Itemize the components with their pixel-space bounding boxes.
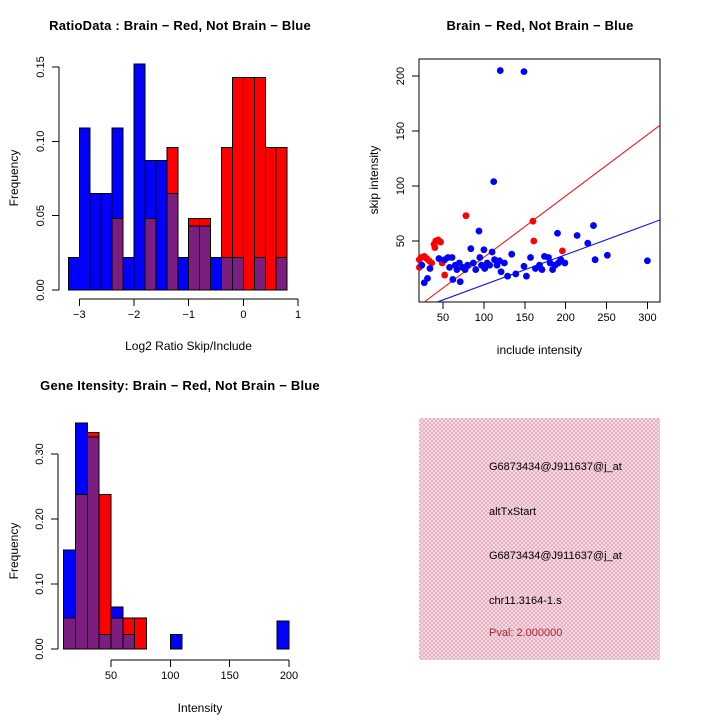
svg-text:100: 100 [475,312,493,324]
svg-text:0.00: 0.00 [35,279,47,300]
intensity-scatter-title: Brain − Red, Not Brain − Blue [446,18,634,33]
panel-gene-intensity-histogram: 0.00 0.10 0.20 0.30 50 100 150 200 Gene Itensit… [0,360,360,720]
intensity-scatter-plot: 50 100 150 200 250 300 50 100 150 200 [395,58,661,324]
svg-text:50: 50 [437,312,449,324]
svg-text:150: 150 [395,122,407,140]
svg-text:0.05: 0.05 [35,205,47,226]
gene-intensity-histogram-title: Gene Itensity: Brain − Red, Not Brain − … [40,378,320,393]
event-type-line: altTxStart [489,506,537,518]
svg-text:0.10: 0.10 [34,573,46,594]
gene-intensity-histogram-plot: 0.00 0.10 0.20 0.30 50 100 150 200 [34,422,298,682]
svg-text:−1: −1 [182,309,195,321]
svg-text:150: 150 [220,670,238,682]
svg-text:100: 100 [395,177,407,195]
svg-text:0.20: 0.20 [34,508,46,529]
pval-line: Pval: 2.000000 [489,627,563,639]
svg-text:0.30: 0.30 [34,443,46,464]
svg-text:0.15: 0.15 [35,56,47,77]
svg-text:0: 0 [240,309,246,321]
svg-text:200: 200 [280,670,298,682]
svg-text:200: 200 [556,312,574,324]
svg-text:−2: −2 [128,309,141,321]
svg-text:250: 250 [597,312,615,324]
ratio-histogram-ylabel: Frequency [7,149,21,207]
svg-text:0.00: 0.00 [34,638,46,659]
ratio-histogram-xlabel: Log2 Ratio Skip/Include [125,339,252,353]
intensity-scatter-xlabel: include intensity [496,343,583,357]
probe-id-line: G6873434@J911637@j_at [489,461,622,473]
gene-info-box: G6873434@J911637@j_at altTxStart G687343… [419,418,660,660]
panel-gene-info: G6873434@J911637@j_at altTxStart G687343… [360,360,720,720]
location-line: chr11.3164-1.s [489,595,562,607]
svg-text:50: 50 [395,235,407,247]
probe-id-line-2: G6873434@J911637@j_at [489,550,622,562]
gene-intensity-histogram-xlabel: Intensity [177,701,223,715]
svg-text:0.10: 0.10 [35,131,47,152]
ratio-histogram-plot: 0.00 0.05 0.10 0.15 −3 −2 −1 0 1 [35,56,301,321]
panel-ratio-histogram: 0.00 0.05 0.10 0.15 −3 −2 −1 0 1 RatioData : Bra… [0,0,360,360]
svg-text:1: 1 [295,309,301,321]
svg-text:200: 200 [395,67,407,85]
svg-text:150: 150 [516,312,534,324]
svg-text:50: 50 [105,670,117,682]
intensity-scatter-ylabel: skip intensity [367,145,381,215]
svg-text:100: 100 [161,670,179,682]
panel-intensity-scatter: 50 100 150 200 250 300 50 100 150 200 Brain − Red… [360,0,720,360]
svg-text:−3: −3 [73,309,86,321]
gene-intensity-histogram-ylabel: Frequency [7,522,21,580]
ratio-histogram-title: RatioData : Brain − Red, Not Brain − Blu… [49,18,311,33]
svg-text:300: 300 [638,312,656,324]
